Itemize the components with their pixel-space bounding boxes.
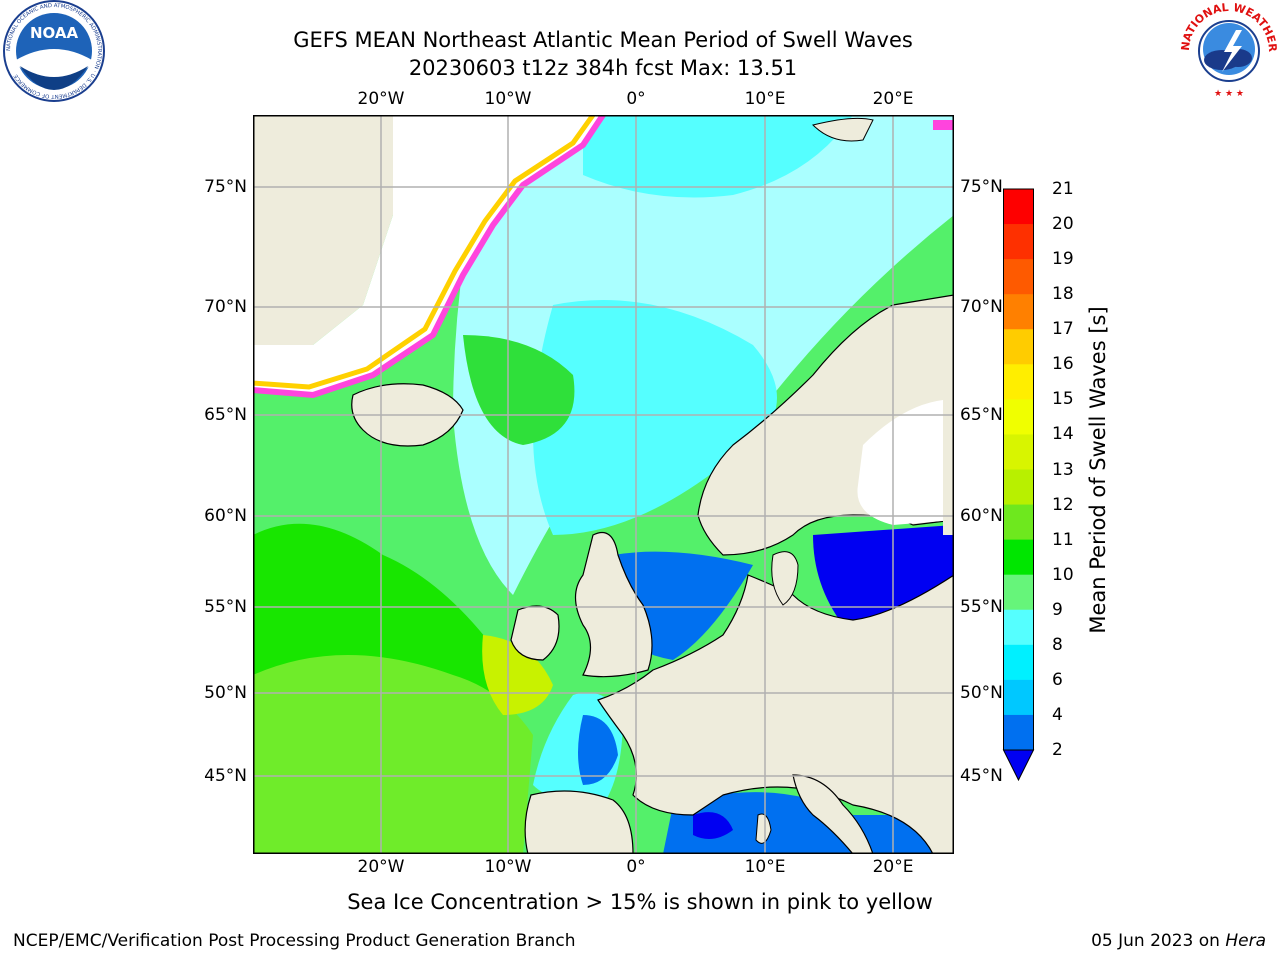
map-subtitle: 20230603 t12z 384h fcst Max: 13.51 (408, 56, 798, 80)
colorbar-segment (1003, 189, 1034, 225)
colorbar-segment (1003, 714, 1034, 751)
lon-label-bottom: 20°W (357, 857, 405, 877)
colorbar-tick-label: 11 (1052, 529, 1074, 550)
lat-label-right: 75°N (960, 177, 1003, 197)
map-border (253, 115, 954, 854)
italy-land (792, 774, 874, 854)
colorbar-tick-label: 21 (1052, 179, 1074, 199)
colorbar-segment (1003, 504, 1034, 541)
footer-date: 05 Jun 2023 on Hera (1091, 931, 1266, 951)
finland-land (943, 400, 954, 535)
noaa-logo-text: NOAA (30, 24, 79, 42)
colorbar-tick-label: 6 (1052, 669, 1063, 690)
colorbar (1002, 188, 1035, 782)
biscay-inner (578, 715, 618, 785)
swell-zone-12-13s (253, 655, 533, 854)
lon-label-top: 0° (626, 89, 646, 109)
svalbard-ice (933, 120, 954, 130)
swell-zone-8s (533, 300, 777, 535)
colorbar-segment (1003, 224, 1034, 260)
colorbar-tick-label: 16 (1052, 354, 1074, 375)
lat-label-right: 70°N (960, 297, 1003, 317)
greenland-land (253, 115, 513, 345)
colorbar-tick-label: 2 (1052, 740, 1063, 760)
lon-label-top: 10°E (744, 89, 786, 109)
swell-zone-8s-north (583, 115, 853, 198)
colorbar-segment (1003, 609, 1034, 646)
swell-period-map (253, 115, 954, 854)
sea-ice-edge-inner (253, 115, 596, 390)
sea-ice-white (253, 115, 603, 395)
footer-date-text: 05 Jun 2023 on (1091, 931, 1226, 951)
colorbar-tick-label: 4 (1052, 704, 1063, 725)
colorbar-tick-label: 20 (1052, 214, 1074, 235)
colorbar-tick-label: 17 (1052, 319, 1074, 340)
colorbar-tick-label: 19 (1052, 249, 1074, 270)
lon-label-bottom: 20°E (872, 857, 914, 877)
grid-lines (253, 115, 954, 854)
lat-label-left: 75°N (204, 177, 247, 197)
sweden-snow (857, 400, 954, 525)
colorbar-tick-label: 18 (1052, 284, 1074, 305)
mediterranean (663, 792, 954, 854)
colorbar-segment (1003, 679, 1034, 716)
ireland-land (510, 605, 560, 661)
colorbar-tick-label: 12 (1052, 494, 1074, 515)
colorbar-tick-label: 13 (1052, 459, 1074, 480)
lat-label-left: 55°N (204, 597, 247, 617)
colorbar-segment (1003, 539, 1034, 576)
colorbar-segment (1003, 294, 1034, 330)
footer-credit: NCEP/EMC/Verification Post Processing Pr… (13, 931, 576, 951)
svg-text:★ ★ ★: ★ ★ ★ (1214, 89, 1244, 99)
swell-zone-13s (482, 635, 553, 715)
colorbar-segment (1003, 259, 1034, 295)
lon-label-bottom: 10°E (744, 857, 786, 877)
colorbar-tick-label: 14 (1052, 424, 1074, 445)
nws-logo: NATIONAL WEATHER SERVICE ★ ★ ★ (1178, 0, 1279, 101)
sea-ice-edge (253, 115, 606, 399)
colorbar-segment (1003, 434, 1034, 470)
lat-label-right: 45°N (960, 766, 1003, 786)
lon-label-top: 20°E (872, 89, 914, 109)
colorbar-segment (1003, 329, 1034, 365)
colorbar-tick-label: 9 (1052, 599, 1063, 620)
sardinia-land (755, 813, 772, 844)
colorbar-tick-label: 15 (1052, 389, 1074, 410)
colorbar-segment (1003, 469, 1034, 506)
lon-label-bottom: 10°W (484, 857, 532, 877)
lon-label-top: 20°W (357, 89, 405, 109)
iberia-land (524, 790, 634, 854)
lat-label-right: 60°N (960, 506, 1003, 526)
lat-label-left: 60°N (204, 506, 247, 526)
great-britain-land (574, 531, 653, 678)
colorbar-extend-arrow (1002, 749, 1035, 782)
colorbar-segment (1003, 399, 1034, 435)
noaa-logo: NOAA NATIONAL OCEANIC AND ATMOSPHERIC AD… (3, 0, 105, 102)
map-title: GEFS MEAN Northeast Atlantic Mean Period… (293, 28, 913, 52)
swell-zone-9s-patch (463, 335, 575, 445)
lat-label-left: 65°N (204, 405, 247, 425)
lat-label-left: 70°N (204, 297, 247, 317)
colorbar-tick-label: 10 (1052, 564, 1074, 585)
colorbar-title: Mean Period of Swell Waves [s] (1086, 306, 1110, 634)
lat-label-left: 50°N (204, 683, 247, 703)
lat-label-right: 55°N (960, 597, 1003, 617)
footer-host: Hera (1225, 931, 1266, 951)
lat-label-right: 50°N (960, 683, 1003, 703)
tyrrhenian (693, 812, 733, 839)
colorbar-tick-label: 8 (1052, 634, 1063, 655)
svalbard-land (812, 117, 874, 142)
colorbar-segment (1003, 364, 1034, 400)
denmark-land (771, 551, 799, 606)
lat-label-left: 45°N (204, 766, 247, 786)
lon-label-top: 10°W (484, 89, 532, 109)
sea-ice-note: Sea Ice Concentration > 15% is shown in … (347, 890, 933, 914)
lat-label-right: 65°N (960, 405, 1003, 425)
colorbar-segment (1003, 574, 1034, 611)
lon-label-bottom: 0° (626, 857, 646, 877)
colorbar-segment (1003, 644, 1034, 681)
